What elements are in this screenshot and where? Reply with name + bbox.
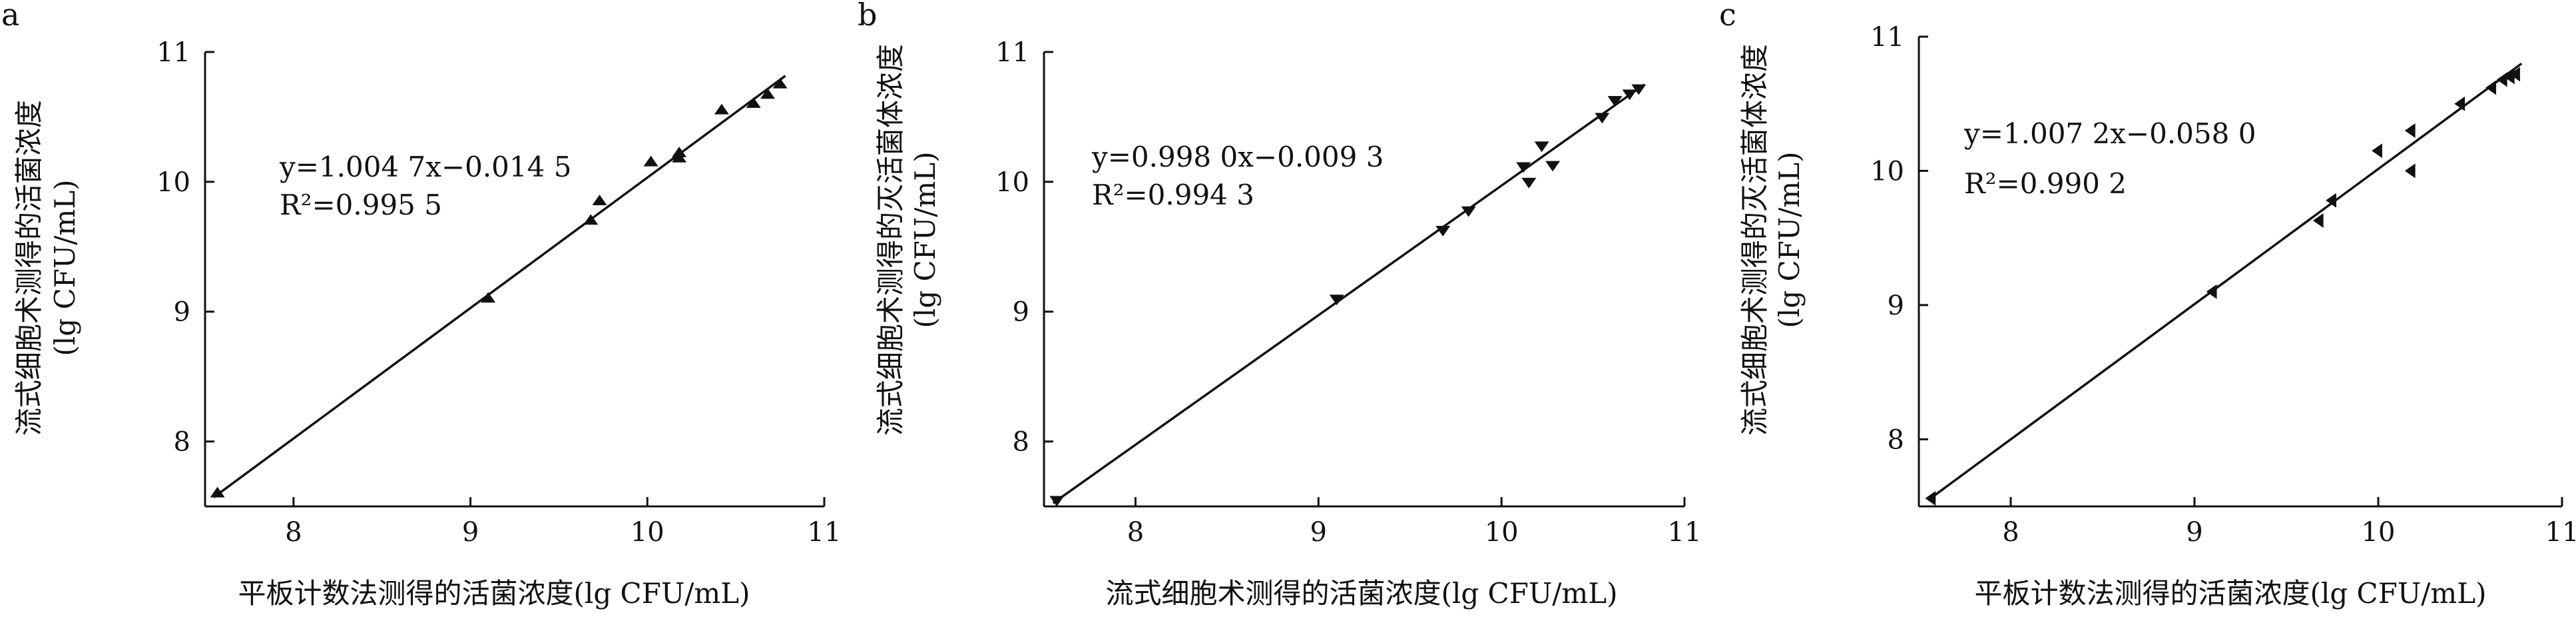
data-point-c <box>2404 123 2416 138</box>
panel-c: c 流式细胞术测得的灭活菌体浓度 (lg CFU/mL) 平板计数法测得的活菌浓… <box>1719 0 2486 610</box>
y-tick-label-b: 9 <box>1013 297 1029 328</box>
x-tick-label-c: 10 <box>2362 517 2396 548</box>
data-point-c <box>2485 80 2497 95</box>
r-squared-b: R²=0.994 3 <box>1092 179 1254 211</box>
data-point-b <box>1435 226 1451 237</box>
fit-line-c <box>1927 62 2523 502</box>
y-tick-label-a: 9 <box>174 297 190 328</box>
equation-a: y=1.004 7x−0.014 5 <box>279 151 571 183</box>
x-axis-title-c: 平板计数法测得的活菌浓度(lg CFU/mL) <box>1975 577 2487 610</box>
plot-layer: 8 9 10 11 8 9 10 11 8 9 10 11 8 9 10 11 8 9 10 11 8 9 10 11 <box>156 22 2576 548</box>
y-axis-title-c: 流式细胞术测得的灭活菌体浓度 <box>1738 44 1771 436</box>
x-tick-label-b: 10 <box>1485 517 1519 548</box>
panel-letter-a: a <box>1 0 19 33</box>
y-tick-label-c: 9 <box>1888 291 1904 321</box>
data-point-c <box>2496 72 2507 87</box>
y-axis-unit-b: (lg CFU/mL) <box>909 152 941 328</box>
x-tick-label-a: 11 <box>808 517 842 548</box>
y-tick-label-c: 11 <box>1870 22 1904 53</box>
data-point-a <box>210 486 225 498</box>
x-axis-title-a: 平板计数法测得的活菌浓度(lg CFU/mL) <box>238 577 750 610</box>
data-point-b <box>1521 177 1537 189</box>
panel-b: b 流式细胞术测得的灭活菌体浓度 (lg CFU/mL) 流式细胞术测得的活菌浓… <box>858 0 1617 610</box>
data-point-b <box>1595 113 1610 124</box>
y-tick-label-c: 10 <box>1870 156 1904 187</box>
plot-c: 8 9 10 11 8 9 10 11 <box>1870 22 2576 548</box>
plot-a: 8 9 10 11 8 9 10 11 <box>156 37 841 548</box>
y-axis-title-a: 流式细胞术测得的活菌浓度 <box>13 100 45 436</box>
y-tick-label-c: 8 <box>1888 424 1904 455</box>
data-point-b <box>1461 206 1476 217</box>
fit-line-a <box>213 75 786 498</box>
data-point-c <box>2509 67 2520 82</box>
x-tick-label-a: 9 <box>462 517 479 548</box>
equation-c: y=1.007 2x−0.058 0 <box>1963 117 2256 150</box>
data-point-c <box>2372 143 2382 159</box>
panel-letter-c: c <box>1719 0 1736 33</box>
data-point-a <box>481 292 496 303</box>
y-tick-label-a: 10 <box>156 167 190 198</box>
y-axis-unit-a: (lg CFU/mL) <box>49 180 81 356</box>
data-point-a <box>772 77 788 89</box>
fit-line-b <box>1052 83 1645 504</box>
r-squared-a: R²=0.995 5 <box>280 189 442 221</box>
data-point-c <box>2206 284 2217 299</box>
x-tick-label-c: 9 <box>2186 517 2202 548</box>
data-point-a <box>592 195 607 206</box>
equation-b: y=0.998 0x−0.009 3 <box>1091 141 1384 173</box>
data-point-c <box>2326 193 2336 208</box>
data-point-a <box>672 147 687 157</box>
data-point-b <box>1631 84 1647 95</box>
data-point-a <box>714 103 729 115</box>
data-point-c <box>2312 213 2324 228</box>
x-tick-label-b: 11 <box>1668 517 1702 548</box>
data-point-c <box>2404 163 2416 179</box>
data-point-b <box>1534 141 1549 153</box>
y-tick-label-b: 11 <box>995 37 1029 68</box>
data-point-b <box>1545 161 1561 172</box>
x-tick-label-c: 11 <box>2545 517 2576 548</box>
data-point-b <box>1622 89 1637 101</box>
y-axis-title-b: 流式细胞术测得的灭活菌体浓度 <box>874 44 907 436</box>
data-point-b <box>1516 162 1531 173</box>
data-point-b <box>1329 295 1344 306</box>
y-tick-label-b: 8 <box>1013 427 1029 458</box>
y-axis-unit-c: (lg CFU/mL) <box>1773 152 1806 328</box>
data-point-a <box>583 214 599 225</box>
x-tick-label-a: 10 <box>631 517 664 548</box>
x-axis-title-b: 流式细胞术测得的活菌浓度(lg CFU/mL) <box>1106 577 1618 610</box>
data-point-c <box>2454 96 2465 111</box>
panel-letter-b: b <box>858 0 877 33</box>
data-point-a <box>746 97 761 108</box>
data-point-a <box>760 88 775 99</box>
y-tick-label-b: 10 <box>995 167 1029 198</box>
r-squared-c: R²=0.990 2 <box>1964 167 2127 200</box>
x-tick-label-c: 8 <box>2002 517 2019 548</box>
data-point-c <box>1925 490 1936 506</box>
x-tick-label-b: 8 <box>1127 517 1144 548</box>
plot-b: 8 9 10 11 8 9 10 11 <box>995 37 1701 548</box>
y-tick-label-a: 11 <box>156 37 190 68</box>
panel-a: a 流式细胞术测得的活菌浓度 (lg CFU/mL) 平板计数法测得的活菌浓度(… <box>1 0 750 610</box>
x-tick-label-a: 8 <box>285 517 302 548</box>
y-tick-label-a: 8 <box>174 427 190 458</box>
data-point-b <box>1607 96 1623 107</box>
data-point-a <box>643 155 658 167</box>
x-tick-label-b: 9 <box>1310 517 1327 548</box>
data-point-b <box>1049 496 1065 507</box>
